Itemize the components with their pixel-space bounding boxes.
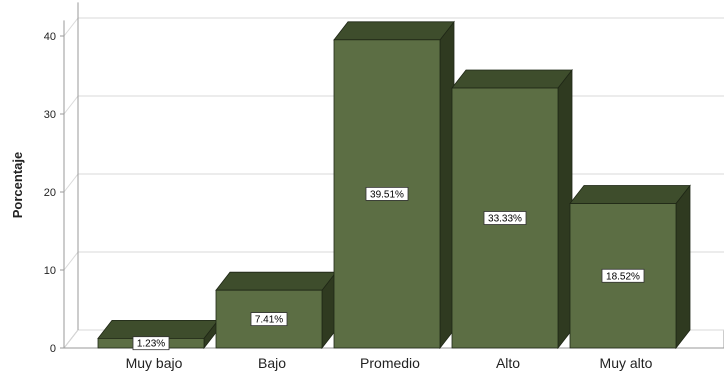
data-label-text: 33.33%: [488, 214, 522, 225]
y-tick-label: 20: [44, 187, 56, 199]
y-tick-label: 0: [50, 343, 56, 355]
bar-top: [451, 69, 573, 89]
y-tick-labels: 0 10 20 30 40: [44, 31, 56, 355]
grid-diagonal: [63, 17, 79, 37]
bar-top: [215, 271, 337, 291]
data-label: 1.23%: [132, 336, 170, 351]
bar-muy-alto: [569, 184, 691, 350]
bar-top: [97, 320, 219, 339]
data-label-text: 39.51%: [370, 189, 404, 200]
bar-promedio: [333, 20, 455, 350]
grid-diagonal: [63, 329, 79, 349]
bar-alto: [451, 68, 573, 350]
data-label: 39.51%: [365, 187, 409, 201]
x-category-label: Bajo: [258, 355, 286, 371]
x-category-label: Alto: [496, 355, 520, 371]
y-axis-title: Porcentaje: [10, 152, 25, 218]
y-tick-label: 10: [44, 265, 56, 277]
data-label-box: [601, 268, 645, 283]
x-category-label: Muy bajo: [126, 355, 183, 371]
data-label: 33.33%: [483, 211, 527, 225]
data-label-box: [250, 312, 288, 327]
data-label-text: 7.41%: [255, 315, 283, 326]
bar-top: [333, 21, 455, 41]
grid-diagonal: [63, 173, 79, 193]
data-label-box: [365, 187, 409, 201]
bar-bajo: [215, 271, 337, 350]
data-label-text: 18.52%: [606, 271, 640, 282]
x-category-label: Promedio: [360, 355, 420, 371]
y-tick-label: 40: [44, 31, 56, 43]
data-label-box: [483, 211, 527, 225]
data-label: 18.52%: [601, 268, 645, 283]
data-label-text: 1.23%: [137, 339, 165, 350]
x-category-label: Muy alto: [600, 355, 653, 371]
data-label-box: [132, 336, 170, 351]
data-label: 7.41%: [250, 312, 288, 327]
category-labels: Muy bajo Bajo Promedio Alto Muy alto: [126, 355, 653, 371]
bar-top: [569, 185, 691, 204]
y-tick-label: 30: [44, 109, 56, 121]
grid-diagonal: [63, 95, 79, 115]
bar-side: [675, 184, 691, 350]
grid-diagonal: [63, 251, 79, 271]
bars: [97, 20, 691, 350]
data-labels: 1.23% 7.41% 39.51% 33.33% 18.52%: [132, 187, 645, 351]
